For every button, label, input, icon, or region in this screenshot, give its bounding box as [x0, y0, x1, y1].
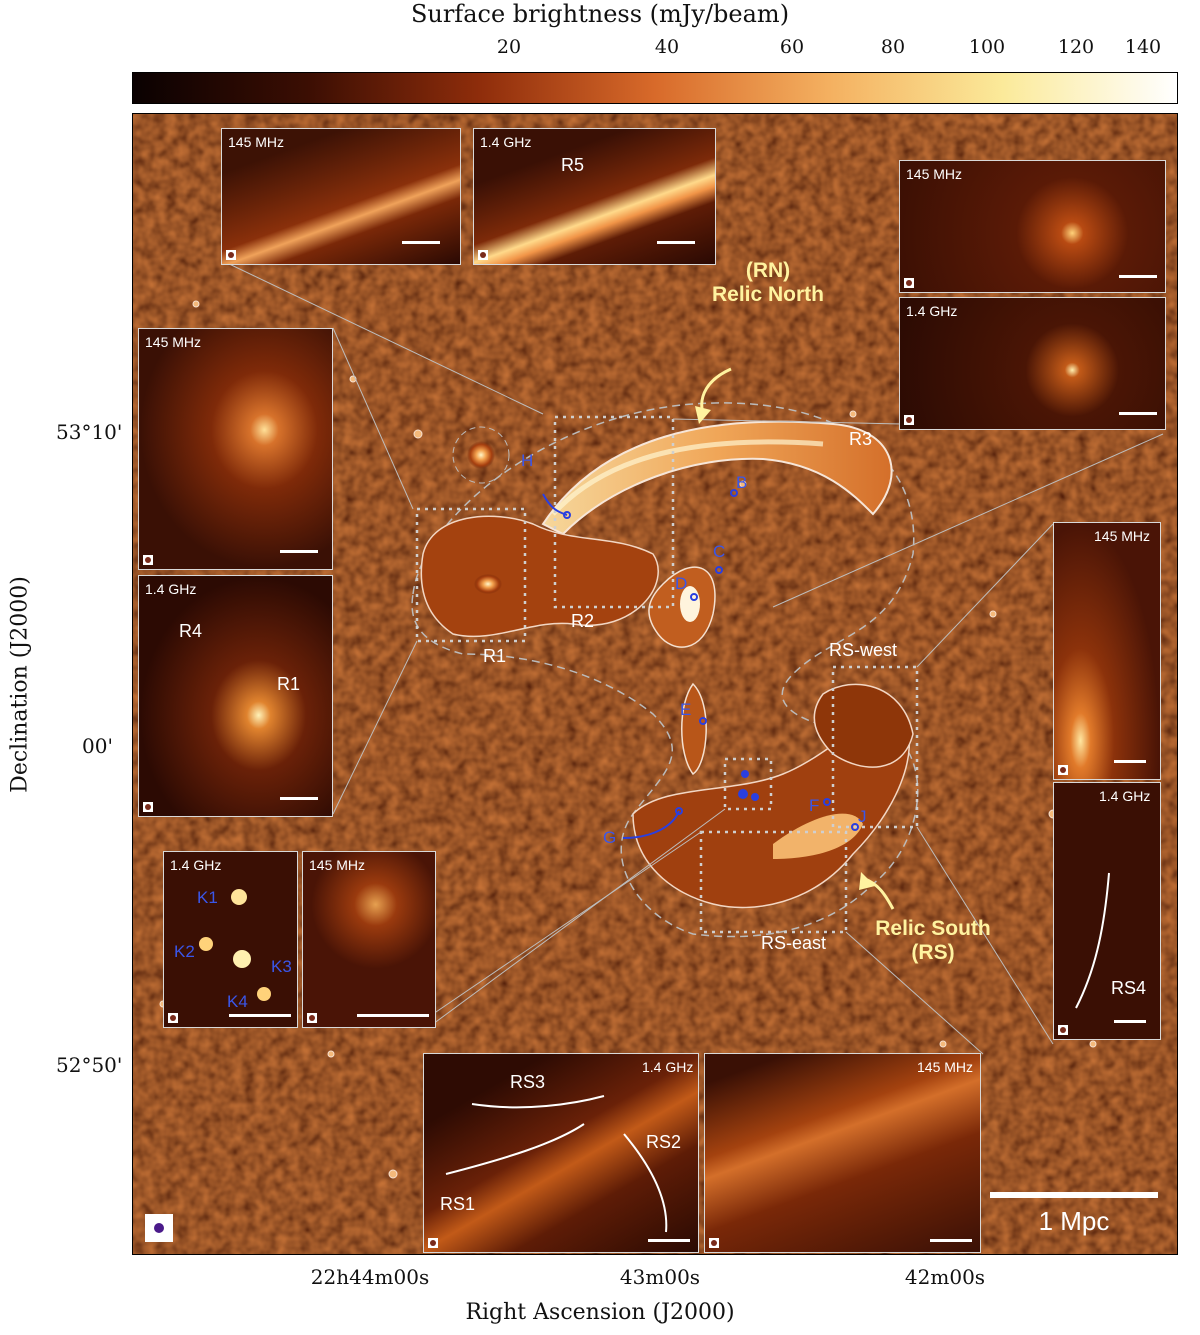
inset-frequency-label: 1.4 GHz	[642, 1059, 694, 1075]
label-source-e: E	[680, 700, 692, 719]
label-rs4: RS4	[1111, 978, 1147, 998]
ra-tick-label: 43m00s	[619, 1265, 701, 1289]
label-k1: K1	[197, 888, 218, 907]
label-source-f: F	[809, 796, 820, 815]
inset-rs-east-1400mhz: 1.4 GHz RS3 RS2 RS1	[423, 1053, 699, 1253]
radio-map: 145 MHz 1.4 GHz R5 145 MHz 1.4 GHz 145 M…	[132, 113, 1178, 1255]
inset-frequency-label: 1.4 GHz	[906, 303, 958, 319]
inset-frequency-label: 145 MHz	[1094, 528, 1151, 544]
label-k2: K2	[174, 942, 195, 961]
label-rn-short: (RN)	[745, 259, 791, 282]
label-rs-west: RS-west	[829, 640, 898, 660]
label-rs3: RS3	[510, 1072, 546, 1092]
colorbar-tick-label: 120	[1057, 36, 1095, 58]
inset-frequency-label: 145 MHz	[228, 134, 285, 150]
inset-frequency-label: 1.4 GHz	[480, 134, 532, 150]
inset-frequency-label: 1.4 GHz	[170, 857, 222, 873]
label-rs-east: RS-east	[761, 933, 827, 953]
label-relic-south: Relic South (RS)	[863, 917, 1003, 965]
inset-frequency-label: 145 MHz	[906, 166, 963, 182]
inset-r1-145mhz: 145 MHz	[138, 328, 333, 570]
label-source-h: H	[521, 451, 534, 470]
colorbar-title: Surface brightness (mJy/beam)	[410, 0, 790, 28]
label-k3: K3	[271, 957, 292, 976]
colorbar-tick-label: 40	[654, 36, 680, 58]
inset-rs4-145mhz: 145 MHz	[1053, 522, 1161, 780]
ra-tick-label: 22h44m00s	[310, 1265, 430, 1289]
y-axis-label: Declination (J2000)	[7, 576, 33, 793]
label-r4: R4	[179, 621, 203, 641]
label-source-g: G	[603, 828, 617, 847]
beam-marker	[145, 1214, 173, 1242]
label-r1: R1	[483, 646, 507, 666]
inset-rs-east-145mhz: 145 MHz	[704, 1053, 981, 1253]
label-r3: R3	[849, 429, 873, 449]
scale-bar-label: 1 Mpc	[1038, 1206, 1110, 1236]
inset-relic-north-1400mhz: 1.4 GHz R5	[473, 128, 716, 265]
inset-rs-west-145mhz: 145 MHz	[899, 160, 1166, 293]
label-rs2: RS2	[646, 1132, 682, 1152]
inset-frequency-label: 1.4 GHz	[1099, 788, 1151, 804]
inset-relic-north-145mhz: 145 MHz	[221, 128, 461, 265]
inset-rs-west-1400mhz: 1.4 GHz	[899, 297, 1166, 430]
dec-tick-label: 53°10'	[56, 420, 123, 444]
inset-rs4-1400mhz: 1.4 GHz RS4	[1053, 782, 1161, 1040]
inset-frequency-label: 145 MHz	[917, 1059, 974, 1075]
inset-frequency-label: 145 MHz	[309, 857, 366, 873]
colorbar-tick-label: 60	[779, 36, 805, 58]
colorbar	[132, 72, 1178, 104]
ra-tick-label: 42m00s	[904, 1265, 986, 1289]
label-rs-long: Relic South	[875, 917, 991, 940]
label-source-c: C	[713, 542, 726, 561]
inset-k-sources-145mhz: 145 MHz	[302, 851, 436, 1028]
label-r1-inset: R1	[277, 674, 301, 694]
label-r5: R5	[561, 155, 585, 175]
inset-k-sources-1400mhz: 1.4 GHz K1 K2 K3 K4	[163, 851, 298, 1028]
inset-frequency-label: 1.4 GHz	[145, 581, 197, 597]
label-rn-long: Relic North	[711, 283, 824, 306]
inset-r1-1400mhz: 1.4 GHz R4 R1	[138, 575, 333, 817]
label-source-j: J	[858, 807, 867, 826]
label-rs1: RS1	[440, 1194, 476, 1214]
scale-bar	[990, 1192, 1158, 1198]
colorbar-tick-label: 100	[968, 36, 1006, 58]
label-source-b: B	[736, 473, 748, 492]
colorbar-tick-label: 20	[496, 36, 522, 58]
label-relic-north: (RN) Relic North	[703, 259, 833, 307]
colorbar-tick-label: 140	[1124, 36, 1162, 58]
colorbar-tick-label: 80	[880, 36, 906, 58]
dec-tick-label: 52°50'	[56, 1053, 123, 1077]
label-rs-short: (RS)	[911, 941, 955, 964]
dec-tick-label: 00'	[82, 734, 113, 758]
x-axis-label: Right Ascension (J2000)	[465, 1300, 735, 1325]
label-source-d: D	[675, 574, 688, 593]
label-k4: K4	[227, 992, 248, 1011]
label-r2: R2	[571, 611, 595, 631]
inset-frequency-label: 145 MHz	[145, 334, 202, 350]
